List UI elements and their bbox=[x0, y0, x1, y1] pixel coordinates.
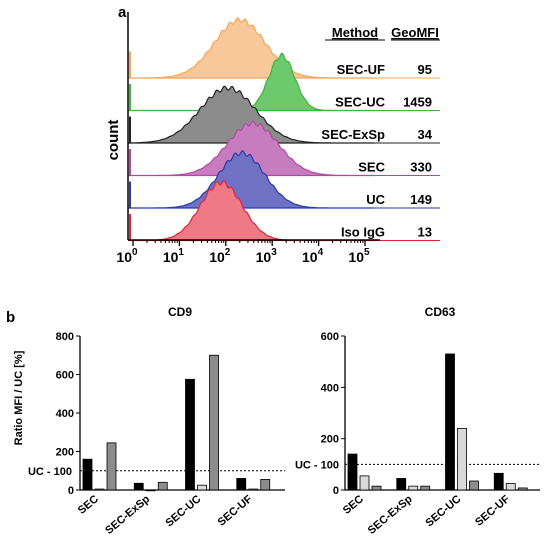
bar bbox=[82, 458, 93, 491]
panel-a-y-label: count bbox=[105, 120, 122, 161]
bar bbox=[133, 482, 144, 491]
bar bbox=[248, 488, 259, 491]
y-tick-label: 200 bbox=[321, 434, 339, 446]
x-tick-label: 102 bbox=[209, 247, 231, 265]
bar bbox=[505, 483, 516, 491]
bar bbox=[94, 488, 105, 491]
bar bbox=[420, 485, 431, 491]
table-method: SEC-UC bbox=[335, 95, 385, 110]
bar bbox=[145, 489, 156, 492]
bar-chart-cd9: CD9 0 200 400 600 800 UC - 100 SEC SEC-ExSp SEC-U… bbox=[28, 305, 285, 537]
y-tick-label: 600 bbox=[321, 331, 339, 343]
category-label: SEC-UF bbox=[473, 493, 512, 529]
panel-b-y-label: Ratio MFI / UC [%] bbox=[13, 350, 25, 445]
x-tick-label: 101 bbox=[163, 247, 185, 265]
panel-b-label: b bbox=[6, 309, 15, 326]
y-tick-label: 600 bbox=[56, 370, 74, 382]
category-label: SEC-UF bbox=[216, 493, 255, 529]
bar bbox=[396, 478, 407, 491]
y-tick-label: 0 bbox=[68, 485, 74, 497]
bar bbox=[517, 487, 528, 491]
reference-label: UC - 100 bbox=[295, 459, 339, 471]
table-geomfi: 330 bbox=[410, 160, 432, 175]
bar bbox=[469, 480, 479, 491]
bar bbox=[260, 479, 271, 491]
bar bbox=[197, 484, 207, 491]
table-geomfi: 34 bbox=[418, 127, 433, 142]
bar bbox=[106, 442, 117, 491]
bar bbox=[209, 354, 219, 491]
x-tick-label: 103 bbox=[256, 247, 278, 265]
y-tick-label: 200 bbox=[56, 447, 74, 459]
table-geomfi: 1459 bbox=[403, 95, 432, 110]
table-geomfi: 13 bbox=[418, 225, 432, 240]
bar bbox=[347, 453, 358, 491]
bar bbox=[408, 485, 419, 491]
table-method: Iso IgG bbox=[341, 225, 385, 240]
bar-chart-cd63: CD63 0 200 400 600 UC - 100 SEC SEC-ExSp SEC-UC S… bbox=[295, 305, 540, 537]
bar bbox=[157, 481, 168, 491]
panel-a-label: a bbox=[118, 4, 127, 21]
reference-label: UC - 100 bbox=[28, 466, 72, 478]
y-tick-label: 800 bbox=[56, 331, 74, 343]
bar-chart-title: CD63 bbox=[425, 305, 456, 319]
bar-chart-title: CD9 bbox=[168, 305, 192, 319]
y-tick-label: 400 bbox=[56, 408, 74, 420]
x-tick-label: 104 bbox=[302, 247, 324, 265]
bar bbox=[359, 475, 370, 491]
geomfi-table: SEC-UF 95 SEC-UC 1459 SEC-ExSp 34 SEC 330 UC 149 I… bbox=[321, 62, 432, 240]
bar bbox=[371, 485, 382, 491]
table-header-method: Method bbox=[332, 25, 378, 40]
histogram-plot bbox=[127, 17, 440, 242]
bar bbox=[457, 427, 467, 491]
category-label: SEC bbox=[76, 493, 101, 517]
bar bbox=[236, 478, 247, 491]
bar bbox=[445, 353, 455, 491]
category-label: SEC-ExSp bbox=[103, 493, 152, 537]
table-geomfi: 149 bbox=[410, 192, 432, 207]
table-geomfi: 95 bbox=[418, 62, 432, 77]
histogram-x-axis: 100 101 102 103 104 105 bbox=[116, 12, 380, 265]
category-label: SEC-UC bbox=[163, 493, 203, 529]
category-label: SEC-UC bbox=[423, 493, 463, 529]
table-method: UC bbox=[366, 192, 385, 207]
category-label: SEC-ExSp bbox=[366, 493, 415, 537]
table-method: SEC-UF bbox=[337, 62, 385, 77]
x-tick-label: 100 bbox=[116, 247, 138, 265]
table-method: SEC bbox=[358, 160, 385, 175]
bar bbox=[493, 472, 504, 491]
table-method: SEC-ExSp bbox=[321, 127, 385, 142]
x-tick-label: 105 bbox=[348, 247, 370, 265]
histogram-uc bbox=[128, 149, 375, 209]
bar bbox=[185, 378, 195, 491]
y-tick-label: 400 bbox=[321, 382, 339, 394]
y-tick-label: 0 bbox=[333, 485, 339, 497]
table-header-geomfi: GeoMFI bbox=[391, 25, 439, 40]
category-label: SEC bbox=[341, 493, 366, 517]
